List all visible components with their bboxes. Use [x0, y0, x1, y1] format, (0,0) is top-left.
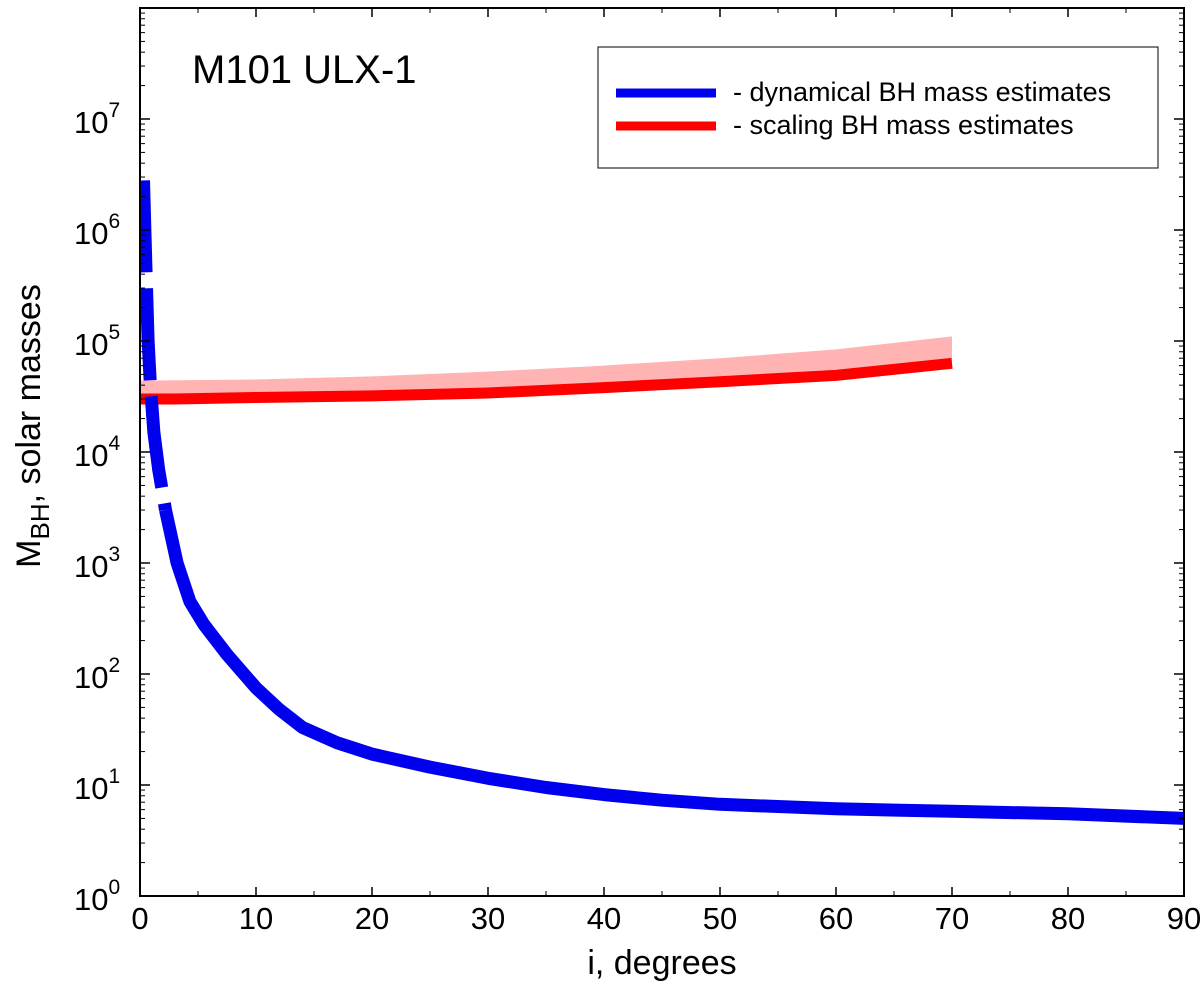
y-tick-label-exponent: 0: [108, 876, 120, 899]
y-tick-label-base: 10: [74, 438, 108, 473]
x-tick-label: 70: [935, 901, 969, 936]
x-tick-label: 20: [355, 901, 389, 936]
chart-title: M101 ULX-1: [192, 48, 417, 92]
x-tick-label: 50: [703, 901, 737, 936]
y-tick-label-base: 10: [74, 660, 108, 695]
y-tick-label-exponent: 6: [108, 210, 120, 233]
y-tick-label-exponent: 4: [108, 432, 120, 455]
series-line-dynamical-dashed: [140, 180, 172, 512]
y-tick-label: 104: [74, 432, 120, 473]
y-tick-label-base: 10: [74, 771, 108, 806]
legend-label-dynamical: - dynamical BH mass estimates: [733, 77, 1111, 107]
y-tick-label: 107: [74, 99, 120, 140]
series-line-scaling: [140, 357, 953, 405]
y-axis-label-subscript: BH: [25, 503, 55, 539]
x-tick-label: 30: [471, 901, 505, 936]
x-tick-label: 10: [239, 901, 273, 936]
x-tick-label: 60: [819, 901, 853, 936]
y-tick-label: 106: [74, 210, 120, 251]
y-axis-label-rest: , solar masses: [10, 284, 48, 503]
y-tick-label: 100: [74, 876, 120, 917]
y-axis-label: MBH, solar masses: [10, 284, 55, 568]
y-tick-label-base: 10: [74, 216, 108, 251]
y-tick-label-base: 10: [74, 327, 108, 362]
plot-area: [140, 180, 1184, 825]
y-tick-label: 105: [74, 321, 120, 362]
y-tick-label-exponent: 2: [108, 654, 120, 677]
y-tick-label-exponent: 1: [108, 765, 120, 788]
y-tick-label-exponent: 5: [108, 321, 120, 344]
x-tick-label: 40: [587, 901, 621, 936]
y-tick-label-exponent: 3: [108, 543, 120, 566]
y-tick-label: 102: [74, 654, 120, 695]
y-tick-label-base: 10: [74, 882, 108, 917]
x-tick-label: 0: [131, 901, 148, 936]
y-tick-label-base: 10: [74, 549, 108, 584]
y-tick-label: 101: [74, 765, 120, 806]
legend-label-scaling: - scaling BH mass estimates: [733, 110, 1074, 140]
x-tick-label: 80: [1051, 901, 1085, 936]
x-axis-label: i, degrees: [587, 944, 736, 982]
scaling-upper-band: [140, 336, 952, 399]
axis-ticks: 0 10 20 30 40 50 60 70 80 90100101102103104105106…: [74, 8, 1200, 936]
series-line-dynamical: [159, 508, 1184, 825]
legend-box: [597, 46, 1159, 169]
y-axis-label-main: M: [10, 539, 48, 567]
legend: - dynamical BH mass estimates - scaling …: [597, 46, 1159, 169]
x-tick-label: 90: [1167, 901, 1200, 936]
y-tick-label-exponent: 7: [108, 99, 120, 122]
y-tick-label: 103: [74, 543, 120, 584]
y-tick-label-base: 10: [74, 105, 108, 140]
